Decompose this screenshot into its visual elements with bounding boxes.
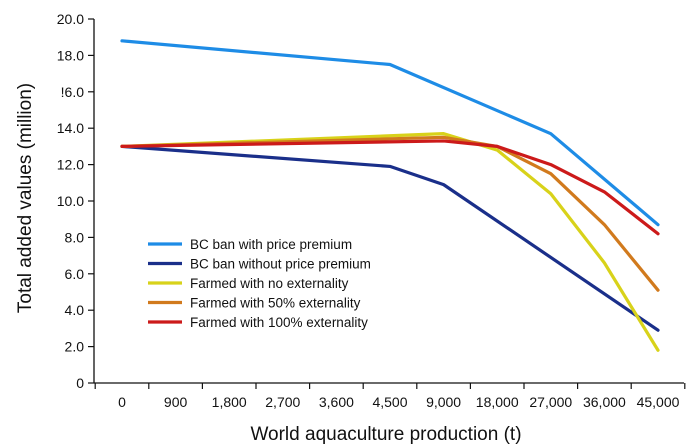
legend: BC ban with price premium BC ban without … <box>148 237 371 330</box>
series-line-bc-ban-with-price-premium <box>120 39 660 227</box>
series-line-farmed-with-100-externality <box>120 139 660 236</box>
x-tick-label: 2,700 <box>265 394 300 410</box>
x-tick-label: 27,000 <box>529 394 572 410</box>
legend-label: Farmed with 100% externality <box>190 315 368 330</box>
legend-label: BC ban with price premium <box>190 237 352 252</box>
x-tick-label: 4,500 <box>372 394 407 410</box>
legend-label: Farmed with 50% externality <box>190 296 361 311</box>
legend-label: Farmed with no externality <box>190 276 349 291</box>
y-tick-label: 0 <box>76 375 84 391</box>
x-tick-label: 900 <box>164 394 188 410</box>
x-tick-label: 3,600 <box>319 394 354 410</box>
series-layer <box>120 39 660 352</box>
y-axis-label: Total added values (million) <box>15 83 36 313</box>
x-tick-label: 1,800 <box>212 394 247 410</box>
y-tick-label: 18.0 <box>57 47 84 63</box>
x-axis-label: World aquaculture production (t) <box>250 424 521 444</box>
x-tick-label: 45,000 <box>637 394 680 410</box>
y-ticks: 0 2.0 4.0 6.0 8.0 10.0 12.0 14.0 !6.0 18.0 20.0 <box>57 11 94 391</box>
y-tick-label: 14.0 <box>57 120 84 136</box>
series-line-farmed-with-no-externality <box>120 132 660 352</box>
y-tick-label: !6.0 <box>61 84 85 100</box>
y-tick-label: 10.0 <box>57 193 84 209</box>
x-ticks: 0 900 1,800 2,700 3,600 4,500 9,000 18,000 27,00… <box>94 383 686 410</box>
y-tick-label: 8.0 <box>65 229 85 245</box>
y-tick-label: 4.0 <box>65 302 85 318</box>
series-line-bc-ban-without-price-premium <box>120 144 660 332</box>
legend-label: BC ban without price premium <box>190 257 371 272</box>
x-tick-label: 9,000 <box>426 394 461 410</box>
y-tick-label: 2.0 <box>65 339 85 355</box>
x-tick-label: 36,000 <box>583 394 626 410</box>
y-tick-label: 12.0 <box>57 157 84 173</box>
x-tick-label: 0 <box>118 394 126 410</box>
axes <box>93 19 684 384</box>
y-tick-label: 20.0 <box>57 11 84 27</box>
x-tick-label: 18,000 <box>476 394 519 410</box>
series-line-farmed-with-50-externality <box>120 135 660 292</box>
y-tick-label: 6.0 <box>65 266 85 282</box>
